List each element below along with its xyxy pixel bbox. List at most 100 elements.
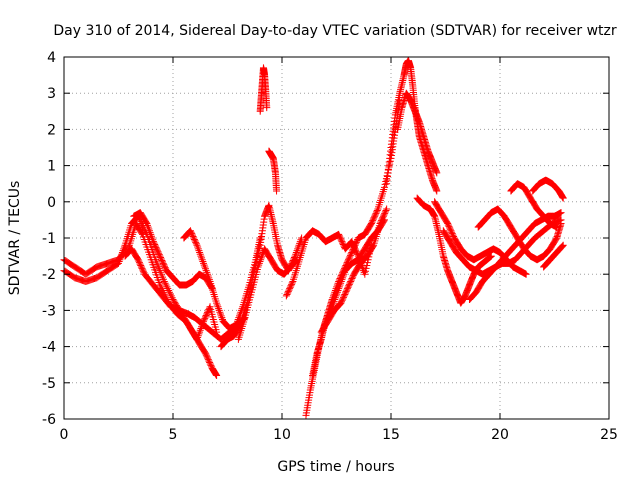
data-point: [379, 212, 387, 220]
data-point: [191, 237, 199, 245]
series-arc-20: [465, 209, 565, 304]
data-point: [205, 276, 213, 284]
data-point: [376, 220, 384, 228]
data-point: [161, 279, 169, 287]
data-point: [433, 187, 441, 195]
data-point: [170, 297, 178, 305]
data-point: [235, 314, 243, 322]
data-point: [256, 244, 264, 252]
data-point: [334, 286, 342, 294]
series-arc-8: [256, 64, 271, 115]
data-point: [338, 298, 346, 306]
data-point: [295, 241, 303, 249]
data-point: [169, 296, 177, 304]
series-arc-13: [317, 205, 391, 336]
data-point: [144, 223, 152, 231]
axis-ticks: 0 5 10 15 20 25 -6 -5 -4 -3 -2 -1 0 1 2 3 4: [42, 50, 618, 443]
data-point: [348, 238, 356, 246]
data-point: [363, 259, 371, 267]
data-point: [152, 243, 160, 251]
data-point: [286, 283, 294, 291]
x-tick-label: 0: [60, 427, 69, 443]
data-point: [335, 230, 343, 238]
data-point: [446, 224, 454, 232]
data-point: [213, 299, 221, 307]
data-point: [167, 292, 175, 300]
data-point: [444, 220, 452, 228]
data-point: [557, 209, 565, 217]
data-point: [344, 283, 352, 291]
data-point: [349, 273, 357, 281]
data-point: [207, 361, 215, 369]
data-point: [197, 252, 205, 260]
data-point: [292, 250, 300, 258]
data-point: [196, 326, 204, 334]
data-point: [296, 239, 304, 247]
data-point: [202, 350, 210, 358]
data-point: [337, 236, 345, 244]
data-point: [198, 254, 206, 262]
data-point: [196, 328, 204, 336]
data-point: [344, 257, 352, 265]
data-points: [60, 57, 567, 419]
data-point: [337, 299, 345, 307]
data-point: [168, 294, 176, 302]
data-point: [160, 277, 168, 285]
data-point: [137, 263, 145, 271]
y-tick-label: 3: [47, 86, 56, 102]
data-point: [348, 248, 356, 256]
data-point: [346, 251, 354, 259]
data-point: [161, 264, 169, 272]
data-point: [201, 263, 209, 271]
data-point: [155, 249, 163, 257]
data-point: [206, 360, 214, 368]
data-point: [181, 316, 189, 324]
data-point: [361, 270, 369, 278]
y-tick-label: -1: [42, 231, 56, 247]
data-point: [157, 255, 165, 263]
data-point: [354, 251, 362, 259]
data-point: [153, 245, 161, 253]
data-point: [160, 262, 168, 270]
data-point: [353, 249, 361, 257]
data-point: [346, 279, 354, 287]
data-point: [192, 240, 200, 248]
data-point: [446, 225, 454, 233]
data-point: [340, 292, 348, 300]
data-point: [345, 282, 353, 290]
data-point: [557, 220, 565, 228]
data-point: [159, 258, 167, 266]
data-point: [200, 259, 208, 267]
data-point: [371, 212, 379, 220]
data-point: [213, 301, 221, 309]
data-point: [142, 218, 150, 226]
data-point: [284, 288, 292, 296]
data-point: [335, 232, 343, 240]
data-point: [369, 217, 377, 225]
data-point: [187, 228, 195, 236]
data-point: [189, 233, 197, 241]
data-point: [199, 258, 207, 266]
data-point: [296, 238, 304, 246]
data-point: [336, 233, 344, 241]
data-point: [351, 245, 359, 253]
data-point: [164, 285, 172, 293]
data-point: [433, 169, 441, 177]
data-point: [257, 256, 265, 264]
data-point: [255, 261, 263, 269]
data-point: [343, 286, 351, 294]
data-point: [354, 252, 362, 260]
data-point: [287, 282, 295, 290]
data-point: [148, 234, 156, 242]
data-point: [381, 208, 389, 216]
data-point: [348, 239, 356, 247]
data-point: [202, 351, 210, 359]
data-point: [134, 256, 142, 264]
data-point: [373, 206, 381, 214]
data-point: [149, 238, 157, 246]
y-tick-label: -5: [42, 376, 56, 392]
data-point: [120, 245, 128, 253]
data-point: [215, 306, 223, 314]
data-point: [348, 275, 356, 283]
